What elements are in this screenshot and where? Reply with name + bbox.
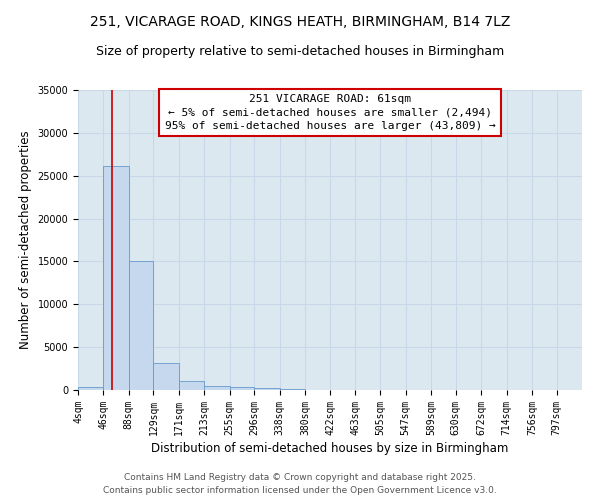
- Y-axis label: Number of semi-detached properties: Number of semi-detached properties: [19, 130, 32, 350]
- Bar: [230, 388, 254, 390]
- Bar: [129, 260, 154, 390]
- Text: 251, VICARAGE ROAD, KINGS HEATH, BIRMINGHAM, B14 7LZ: 251, VICARAGE ROAD, KINGS HEATH, BIRMING…: [90, 15, 510, 29]
- Text: 251 VICARAGE ROAD: 61sqm
← 5% of semi-detached houses are smaller (2,494)
95% of: 251 VICARAGE ROAD: 61sqm ← 5% of semi-de…: [164, 94, 496, 131]
- Bar: [154, 362, 179, 390]
- Text: Contains HM Land Registry data © Crown copyright and database right 2025.
Contai: Contains HM Land Registry data © Crown c…: [103, 474, 497, 495]
- Bar: [78, 386, 103, 390]
- Text: Size of property relative to semi-detached houses in Birmingham: Size of property relative to semi-detach…: [96, 45, 504, 58]
- Bar: [204, 386, 230, 390]
- Bar: [103, 166, 129, 390]
- Bar: [179, 380, 204, 390]
- X-axis label: Distribution of semi-detached houses by size in Birmingham: Distribution of semi-detached houses by …: [151, 442, 509, 455]
- Bar: [254, 388, 280, 390]
